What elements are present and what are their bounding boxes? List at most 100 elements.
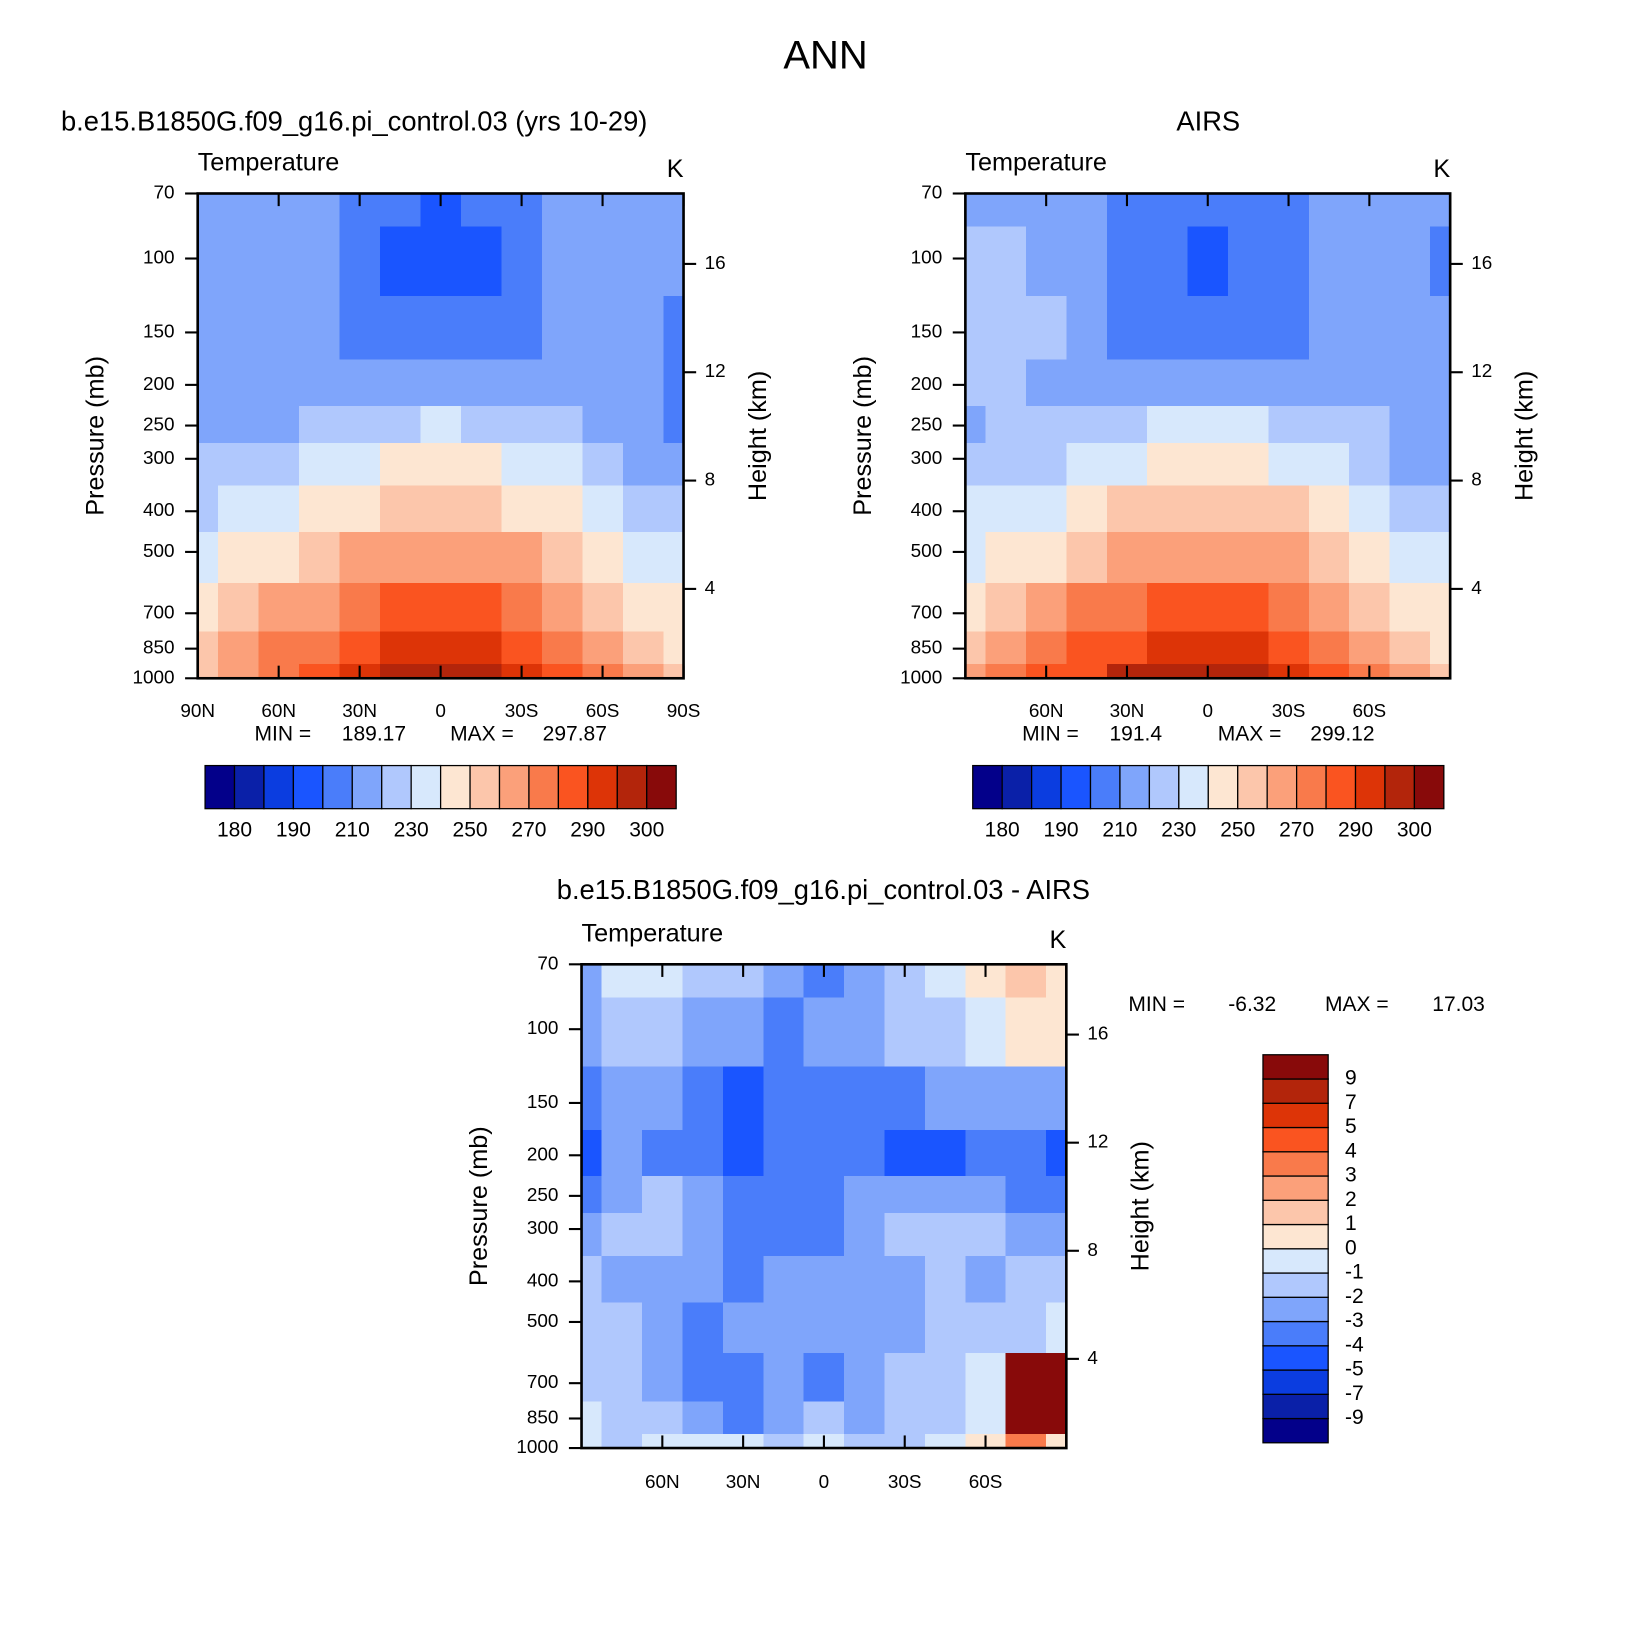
contour-cell [1187,295,1229,360]
colorbar-box [469,764,501,810]
contour-cell [581,1255,603,1303]
contour-cell [1429,531,1451,584]
colorbar-box [1325,764,1357,810]
y2-axis-label: Height (km) [1511,371,1539,501]
contour-cell [197,663,219,679]
contour-cell [258,405,300,443]
colorbar-box [1089,764,1121,810]
min-label: MIN = [1022,723,1079,746]
contour-cell [1066,405,1108,443]
x-tick-label: 30N [726,1472,761,1493]
contour-cell [622,295,664,360]
contour-cell [1389,442,1431,486]
contour-cell [985,405,1027,443]
contour-cell [1046,996,1067,1067]
contour-cell [1429,358,1451,406]
contour-cell [682,1066,724,1130]
contour-cell [1066,358,1108,406]
contour-cell [965,1352,1007,1402]
contour-cell [965,1301,1007,1354]
contour-cell [197,405,219,443]
contour-cell [663,193,685,227]
colorbar-box [528,764,560,810]
contour-cell [582,358,624,406]
colorbar-label: 210 [1102,818,1137,841]
contour-cell [844,1255,886,1303]
colorbar-box [587,764,618,810]
contour-cell [1025,226,1067,297]
colorbar-label: -3 [1345,1309,1364,1332]
colorbar-label: 230 [394,818,429,841]
contour-cell [803,1175,845,1214]
contour-cell [844,1066,886,1130]
contour-cell [582,531,624,584]
contour-cell [217,358,260,406]
contour-cell [1308,485,1350,533]
colorbar-label: 270 [511,818,546,841]
y-tick-label: 300 [143,448,175,469]
contour-cell [217,193,260,227]
contour-cell [622,358,664,406]
colorbar-box [381,764,412,810]
y-tick-label: 300 [527,1218,559,1239]
contour-cell [1268,630,1310,665]
contour-cell [642,1175,684,1214]
contour-cell [298,295,341,360]
contour-cell [197,531,219,584]
y-tick-label: 1000 [133,667,175,688]
contour-cell [581,1212,603,1256]
contour-cell [541,531,583,584]
colorbar-label: 300 [1397,818,1432,841]
y2-tick-label: 12 [1471,361,1492,382]
contour-cell [763,1400,805,1434]
contour-cell [197,226,219,297]
contour-cell [763,1301,805,1354]
contour-cell [541,442,583,486]
contour-cell [1429,442,1451,486]
contour-cell [541,226,583,297]
y-tick-label: 850 [911,638,943,659]
contour-cell [803,1352,845,1402]
contour-cell [420,295,462,360]
colorbar-label: 250 [1220,818,1255,841]
contour-cell [601,1433,643,1449]
contour-cell [601,1212,643,1256]
contour-cell [501,442,543,486]
colorbar-box [498,764,530,810]
colorbar-box [1262,1369,1329,1395]
contour-cell [1005,1301,1047,1354]
contour-cell [763,1352,805,1402]
contour-cell [663,630,685,665]
contour-cell [1389,295,1431,360]
y-tick-label: 1000 [516,1437,558,1458]
contour-cell [844,1301,886,1354]
contour-cell [965,1066,1007,1130]
y2-tick-label: 4 [1087,1348,1098,1369]
y2-tick-label: 4 [705,578,716,599]
contour-cell [379,442,422,486]
contour-cell [622,193,664,227]
contour-cell [965,531,987,584]
max-label: MAX = [1218,723,1282,746]
contour-cell [1308,442,1350,486]
contour-cell [1066,295,1108,360]
contour-cell [663,442,685,486]
panel-title: AIRS [1176,105,1240,136]
contour-cell [1349,582,1391,632]
contour-cell [379,193,422,227]
contour-cell [339,531,381,584]
contour-cell [339,630,381,665]
contour-cell [722,1066,764,1130]
contour-cell [663,485,685,533]
x-tick-label: 60N [645,1472,680,1493]
contour-cell [1106,485,1148,533]
contour-cell [965,485,987,533]
contour-cell [298,485,341,533]
contour-cell [298,442,341,486]
contour-cell [1187,358,1229,406]
contour-cell [722,1301,764,1354]
contour-cell [803,1212,845,1256]
contour-cell [420,226,462,297]
contour-cell [298,193,341,227]
colorbar-box [1262,1126,1329,1153]
